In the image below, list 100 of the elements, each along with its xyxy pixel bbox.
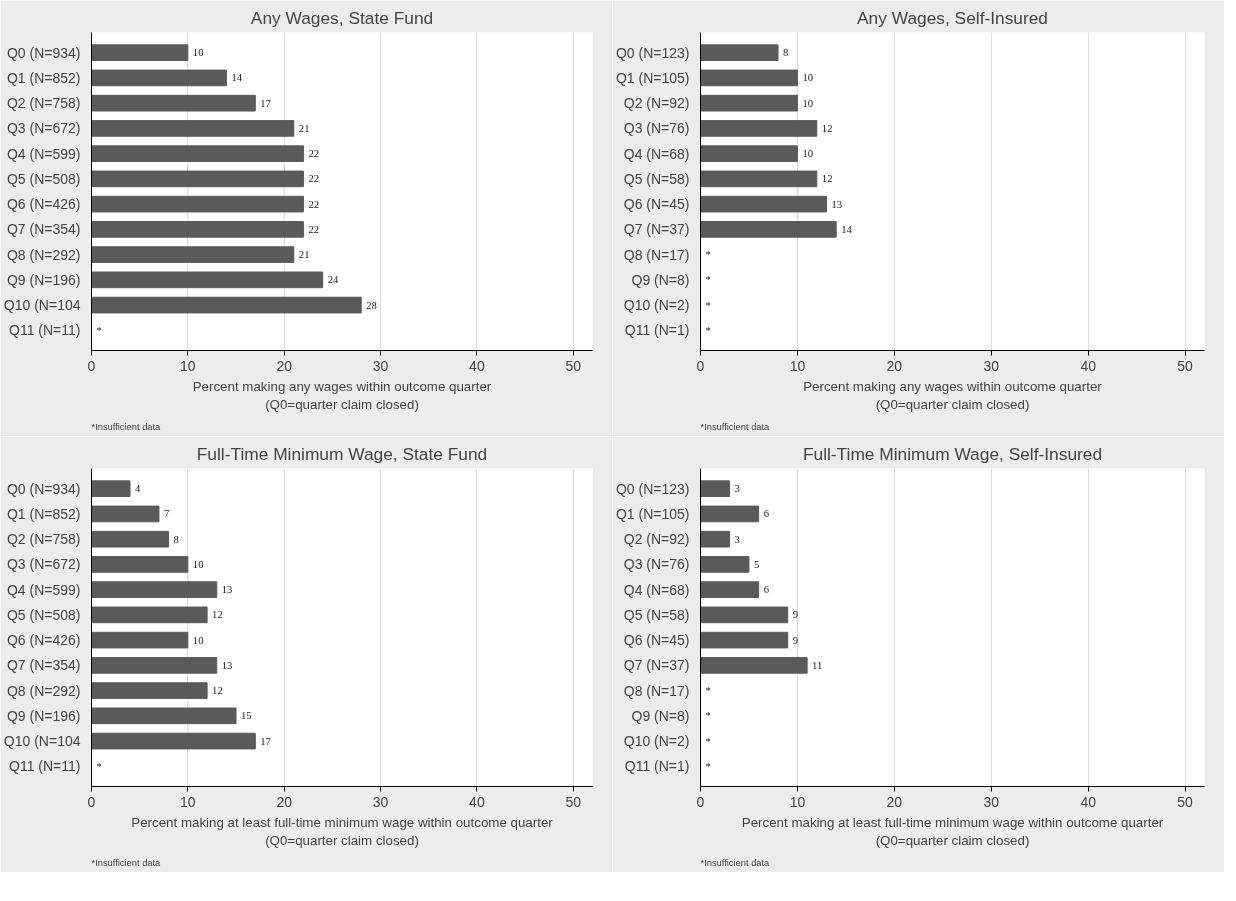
- y-tick-label: Q10 (N=2): [623, 733, 690, 750]
- y-tick-label: Q7 (N=37): [623, 221, 690, 238]
- y-tick-label: Q3 (N=76): [623, 556, 690, 573]
- y-tick-label: Q5 (N=58): [623, 170, 690, 187]
- x-tick-label: 0: [87, 793, 96, 810]
- y-tick-label: Q7 (N=354): [6, 657, 81, 674]
- data-label: 22: [308, 148, 320, 160]
- y-tick-label: Q11 (N=11): [9, 322, 81, 339]
- text: *: [705, 760, 711, 772]
- y-tick-label: Q6 (N=426): [6, 632, 81, 649]
- x-tick-label: 50: [565, 357, 582, 374]
- x-tick-label: 40: [1080, 793, 1097, 810]
- x-axis-title: Percent making at least full-time minimum wage within outcome quarter (Q0=quarter claim closed): [131, 814, 554, 848]
- data-label: 7: [163, 508, 170, 520]
- text: *: [705, 274, 711, 286]
- text: *: [705, 249, 711, 261]
- y-tick-label: Q6 (N=45): [623, 632, 690, 649]
- y-tick-label: Q9 (N=196): [6, 271, 81, 288]
- y-tick-label: Q9 (N=8): [631, 707, 690, 724]
- y-tick-label: Q3 (N=672): [6, 556, 81, 573]
- text: *: [96, 760, 102, 772]
- y-tick-label: Q4 (N=599): [6, 145, 81, 162]
- data-label: 10: [192, 558, 204, 570]
- y-tick-label: Q9 (N=8): [631, 271, 690, 288]
- y-tick-label: Q11 (N=1): [624, 322, 690, 339]
- y-tick-label: Q4 (N=68): [623, 581, 690, 598]
- text: *: [705, 685, 711, 697]
- data-label: 12: [212, 685, 223, 697]
- y-tick-label: Q1 (N=852): [6, 69, 81, 86]
- data-label: 3: [734, 533, 740, 545]
- text: *Insufficient data: [700, 857, 771, 868]
- data-label: 11: [812, 659, 823, 671]
- data-label: 6: [763, 584, 770, 596]
- text: *: [705, 324, 711, 336]
- y-tick-label: Q4 (N=599): [6, 581, 81, 598]
- x-tick-label: 0: [87, 357, 96, 374]
- x-tick-label: 30: [372, 357, 389, 374]
- x-tick-label: 10: [789, 357, 806, 374]
- y-tick-label: Q3 (N=672): [6, 120, 81, 137]
- y-tick-label: Q0 (N=123): [615, 480, 690, 497]
- y-tick-label: Q2 (N=92): [623, 95, 690, 112]
- data-label: 12: [212, 609, 223, 621]
- y-tick-label: Q10 (N=104: [3, 733, 81, 750]
- y-tick-label: Q5 (N=58): [623, 606, 690, 623]
- x-tick-label: 30: [983, 793, 1000, 810]
- x-tick-label: 40: [469, 793, 485, 810]
- y-tick-label: Q4 (N=68): [623, 145, 690, 162]
- y-tick-label: Q11 (N=1): [624, 758, 690, 775]
- data-label: 14: [841, 223, 853, 235]
- data-label: 12: [821, 122, 833, 134]
- y-tick-label: Q11 (N=11): [9, 758, 81, 775]
- data-label: 21: [298, 122, 310, 134]
- x-tick-label: 20: [886, 793, 903, 810]
- x-tick-label: 30: [372, 793, 389, 810]
- x-tick-label: 50: [1177, 793, 1194, 810]
- text: *: [705, 299, 711, 311]
- text: *Insufficient data: [91, 857, 162, 868]
- x-tick-label: 50: [565, 793, 582, 810]
- data-label: 3: [734, 483, 740, 495]
- text: *: [705, 735, 711, 747]
- y-tick-label: Q0 (N=934): [6, 44, 81, 61]
- data-label: 22: [308, 173, 320, 185]
- x-tick-label: 0: [696, 793, 705, 810]
- y-tick-label: Q10 (N=104: [3, 297, 81, 314]
- y-tick-label: Q2 (N=758): [6, 531, 81, 548]
- y-tick-label: Q5 (N=508): [6, 606, 81, 623]
- data-label: 15: [241, 710, 252, 722]
- text: *Insufficient data: [700, 421, 771, 432]
- chart-title: Any Wages, State Fund: [250, 7, 434, 28]
- data-label: 22: [308, 198, 320, 210]
- y-tick-label: Q6 (N=45): [623, 196, 690, 213]
- text: *: [96, 324, 102, 336]
- chart-title: Full-Time Minimum Wage, State Fund: [196, 443, 488, 464]
- y-tick-label: Q2 (N=758): [6, 95, 81, 112]
- x-tick-label: 40: [1080, 357, 1097, 374]
- text: *Insufficient data: [91, 421, 162, 432]
- x-tick-label: 30: [983, 357, 1000, 374]
- x-tick-label: 0: [696, 357, 705, 374]
- data-label: 22: [308, 223, 320, 235]
- data-label: 9: [792, 609, 799, 621]
- data-label: 4: [135, 483, 142, 495]
- x-tick-label: 10: [180, 793, 196, 810]
- y-tick-label: Q7 (N=354): [6, 221, 81, 238]
- x-tick-label: 10: [180, 357, 196, 374]
- y-tick-label: Q1 (N=105): [615, 69, 690, 86]
- data-label: 14: [231, 72, 243, 84]
- y-tick-label: Q9 (N=196): [6, 707, 81, 724]
- data-label: 9: [792, 634, 799, 646]
- y-tick-label: Q2 (N=92): [623, 531, 690, 548]
- data-label: 10: [192, 634, 204, 646]
- data-label: 8: [173, 533, 179, 545]
- chart-title: Full-Time Minimum Wage, Self-Insured: [802, 443, 1103, 464]
- y-tick-label: Q8 (N=17): [623, 682, 690, 699]
- y-tick-label: Q10 (N=2): [623, 297, 690, 314]
- x-tick-label: 40: [469, 357, 485, 374]
- data-label: 5: [753, 558, 760, 570]
- data-label: 8: [783, 47, 789, 59]
- text: *: [705, 710, 711, 722]
- x-tick-label: 20: [886, 357, 903, 374]
- data-label: 10: [802, 97, 814, 109]
